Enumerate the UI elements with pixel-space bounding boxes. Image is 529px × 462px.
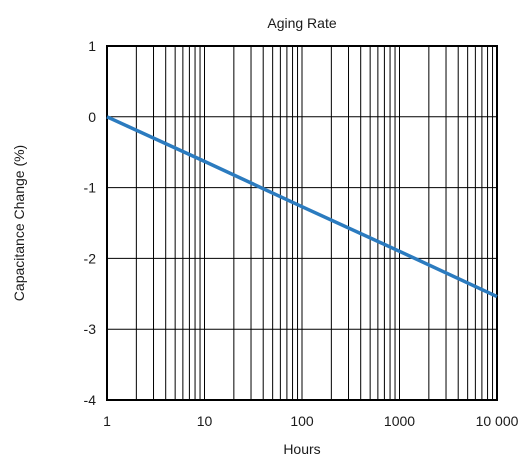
y-tick-labels: 1 0 -1 -2 -3 -4	[84, 38, 97, 408]
vertical-gridlines	[135, 46, 494, 400]
y-tick-label: 1	[88, 38, 96, 54]
y-tick-label: -3	[84, 321, 97, 337]
series-group	[106, 115, 498, 299]
series-line	[106, 115, 498, 299]
y-tick-label: -2	[84, 250, 97, 266]
y-axis-label: Capacitance Change (%)	[11, 145, 27, 301]
x-tick-labels: 1 10 100 1000 10 000	[103, 413, 519, 429]
x-tick-label: 100	[290, 413, 314, 429]
x-tick-label: 1	[103, 413, 111, 429]
y-tick-label: -4	[84, 392, 97, 408]
y-tick-label: -1	[84, 180, 97, 196]
x-tick-label: 10	[197, 413, 213, 429]
horizontal-gridlines	[107, 116, 497, 330]
x-tick-label: 10 000	[476, 413, 519, 429]
x-axis-label: Hours	[283, 441, 320, 457]
y-tick-label: 0	[88, 109, 96, 125]
x-tick-label: 1000	[384, 413, 415, 429]
plot-frame	[106, 45, 498, 401]
chart-title: Aging Rate	[267, 15, 336, 31]
